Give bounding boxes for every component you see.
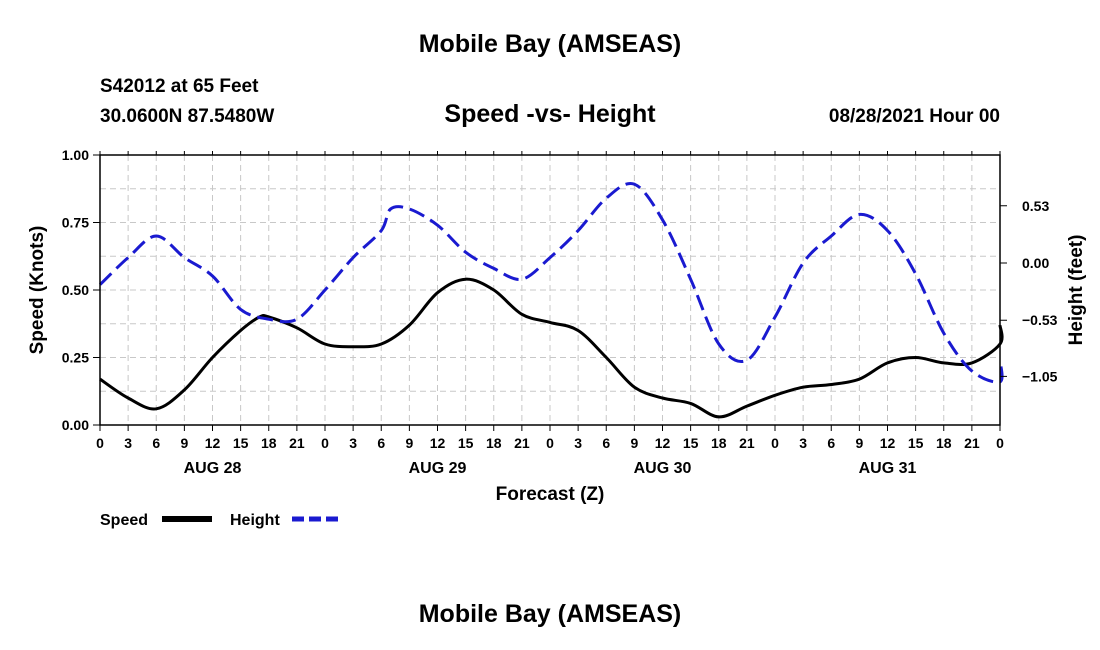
x-tick-label: 15	[233, 435, 249, 451]
x-tick-label: 3	[124, 435, 132, 451]
x-tick-label: 6	[827, 435, 835, 451]
grid	[100, 155, 1000, 425]
x-tick-label: 18	[261, 435, 277, 451]
x-tick-label: 15	[908, 435, 924, 451]
y-tick-label: 0.25	[62, 350, 89, 366]
x-tick-label: 3	[574, 435, 582, 451]
y2-tick-label: −1.05	[1022, 368, 1058, 384]
y-tick-label: 0.00	[62, 417, 89, 433]
x-tick-label: 21	[739, 435, 755, 451]
y-axis-label: Speed (Knots)	[27, 226, 48, 355]
y2-tick-label: 0.53	[1022, 198, 1049, 214]
x-tick-label: 9	[855, 435, 863, 451]
legend-height-label: Height	[230, 512, 280, 529]
y-tick-label: 0.75	[62, 215, 89, 231]
x-axis-label: Forecast (Z)	[496, 484, 605, 505]
x-tick-label: 6	[377, 435, 385, 451]
x-tick-label: 0	[996, 435, 1004, 451]
forecast-datetime: 08/28/2021 Hour 00	[828, 106, 1000, 127]
x-tick-label: 12	[655, 435, 671, 451]
x-tick-label: 15	[458, 435, 474, 451]
x-tick-label: 0	[546, 435, 554, 451]
x-tick-label: 0	[771, 435, 779, 451]
x-tick-label: 3	[349, 435, 357, 451]
y-tick-label: 0.50	[62, 282, 89, 298]
page-title: Mobile Bay (AMSEAS)	[418, 30, 682, 58]
x-tick-label: 21	[514, 435, 530, 451]
x-tick-label: 9	[180, 435, 188, 451]
series-layer	[98, 181, 1004, 419]
footer-title: Mobile Bay (AMSEAS)	[418, 600, 682, 628]
x-tick-label: 12	[205, 435, 221, 451]
x-tick-label: 6	[152, 435, 160, 451]
x-tick-label: 0	[96, 435, 104, 451]
y2-axis-label: Height (feet)	[1066, 235, 1087, 346]
coordinates-label: 30.0600N 87.5480W	[100, 106, 275, 127]
y-tick-label: 1.00	[62, 147, 89, 163]
x-tick-label: 3	[799, 435, 807, 451]
x-tick-label: 9	[630, 435, 638, 451]
day-label: AUG 28	[184, 460, 242, 477]
legend: Speed Height	[100, 512, 342, 529]
day-label: AUG 31	[859, 460, 917, 477]
series-line-speed	[99, 277, 1004, 419]
x-tick-label: 12	[430, 435, 446, 451]
x-tick-label: 18	[936, 435, 952, 451]
series-line-height	[98, 181, 1004, 384]
day-label: AUG 29	[409, 460, 467, 477]
axes: 0 3 6 9 12 15 18 21 0 3 6 9 12 15 18 21 0 3 6 9 12 15 18 21 0 3 6 9…	[62, 147, 1058, 477]
x-tick-label: 21	[289, 435, 305, 451]
x-tick-label: 0	[321, 435, 329, 451]
x-tick-label: 18	[486, 435, 502, 451]
x-tick-label: 9	[405, 435, 413, 451]
y2-tick-label: −0.53	[1022, 312, 1058, 328]
station-label: S42012 at 65 Feet	[100, 76, 259, 97]
legend-speed-label: Speed	[100, 512, 148, 529]
chart-title: Speed -vs- Height	[444, 100, 656, 128]
y2-tick-label: 0.00	[1022, 255, 1049, 271]
day-label: AUG 30	[634, 460, 692, 477]
x-tick-label: 12	[880, 435, 896, 451]
x-tick-label: 15	[683, 435, 699, 451]
x-tick-label: 21	[964, 435, 980, 451]
x-tick-label: 18	[711, 435, 727, 451]
x-tick-label: 6	[602, 435, 610, 451]
